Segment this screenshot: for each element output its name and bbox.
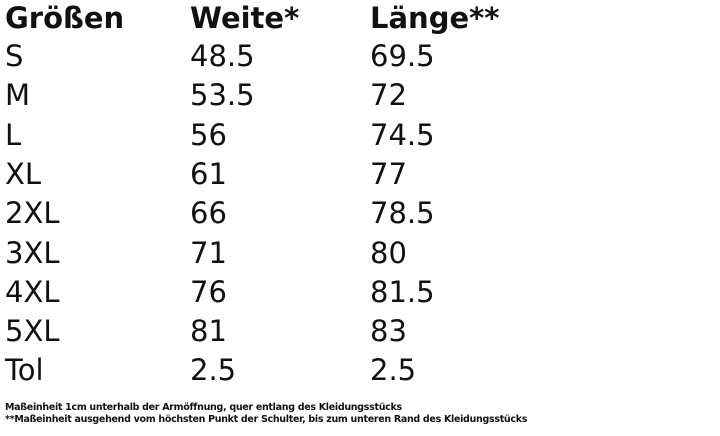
table-cell: 56 [190, 117, 227, 152]
table-cell: 71 [190, 235, 227, 270]
table-cell: 2XL [5, 196, 60, 231]
table-cell: 2.5 [190, 353, 237, 388]
table-cell: 5XL [5, 314, 60, 349]
table-cell: 53.5 [190, 78, 255, 113]
table-cell: 76 [190, 274, 227, 309]
header-cell: Weite* [190, 1, 300, 35]
table-cell: 83 [370, 314, 407, 349]
table-cell: 2.5 [370, 353, 417, 388]
header-cell: Länge** [370, 1, 500, 35]
table-cell: L [5, 117, 22, 152]
table-cell: 74.5 [370, 117, 435, 152]
table-cell: S [5, 39, 24, 73]
table-cell: 69.5 [370, 39, 435, 73]
table-cell: 48.5 [190, 39, 255, 73]
table-cell: Tol [5, 353, 44, 388]
table-cell: 3XL [5, 235, 60, 270]
footnote: **Maßeinheit ausgehend vom höchsten Punk… [5, 414, 528, 425]
table-cell: 81.5 [370, 274, 435, 309]
table-cell: 66 [190, 196, 227, 231]
table-cell: 77 [370, 156, 407, 191]
table-cell: M [5, 78, 31, 113]
table-cell: 72 [370, 78, 407, 113]
footnote: Maßeinheit 1cm unterhalb der Armöffnung,… [5, 402, 402, 413]
table-cell: 4XL [5, 274, 60, 309]
table-cell: 61 [190, 156, 227, 191]
table-cell: 81 [190, 314, 227, 349]
table-cell: XL [5, 156, 42, 191]
table-cell: 78.5 [370, 196, 435, 231]
header-cell: Größen [5, 1, 125, 35]
table-cell: 80 [370, 235, 407, 270]
